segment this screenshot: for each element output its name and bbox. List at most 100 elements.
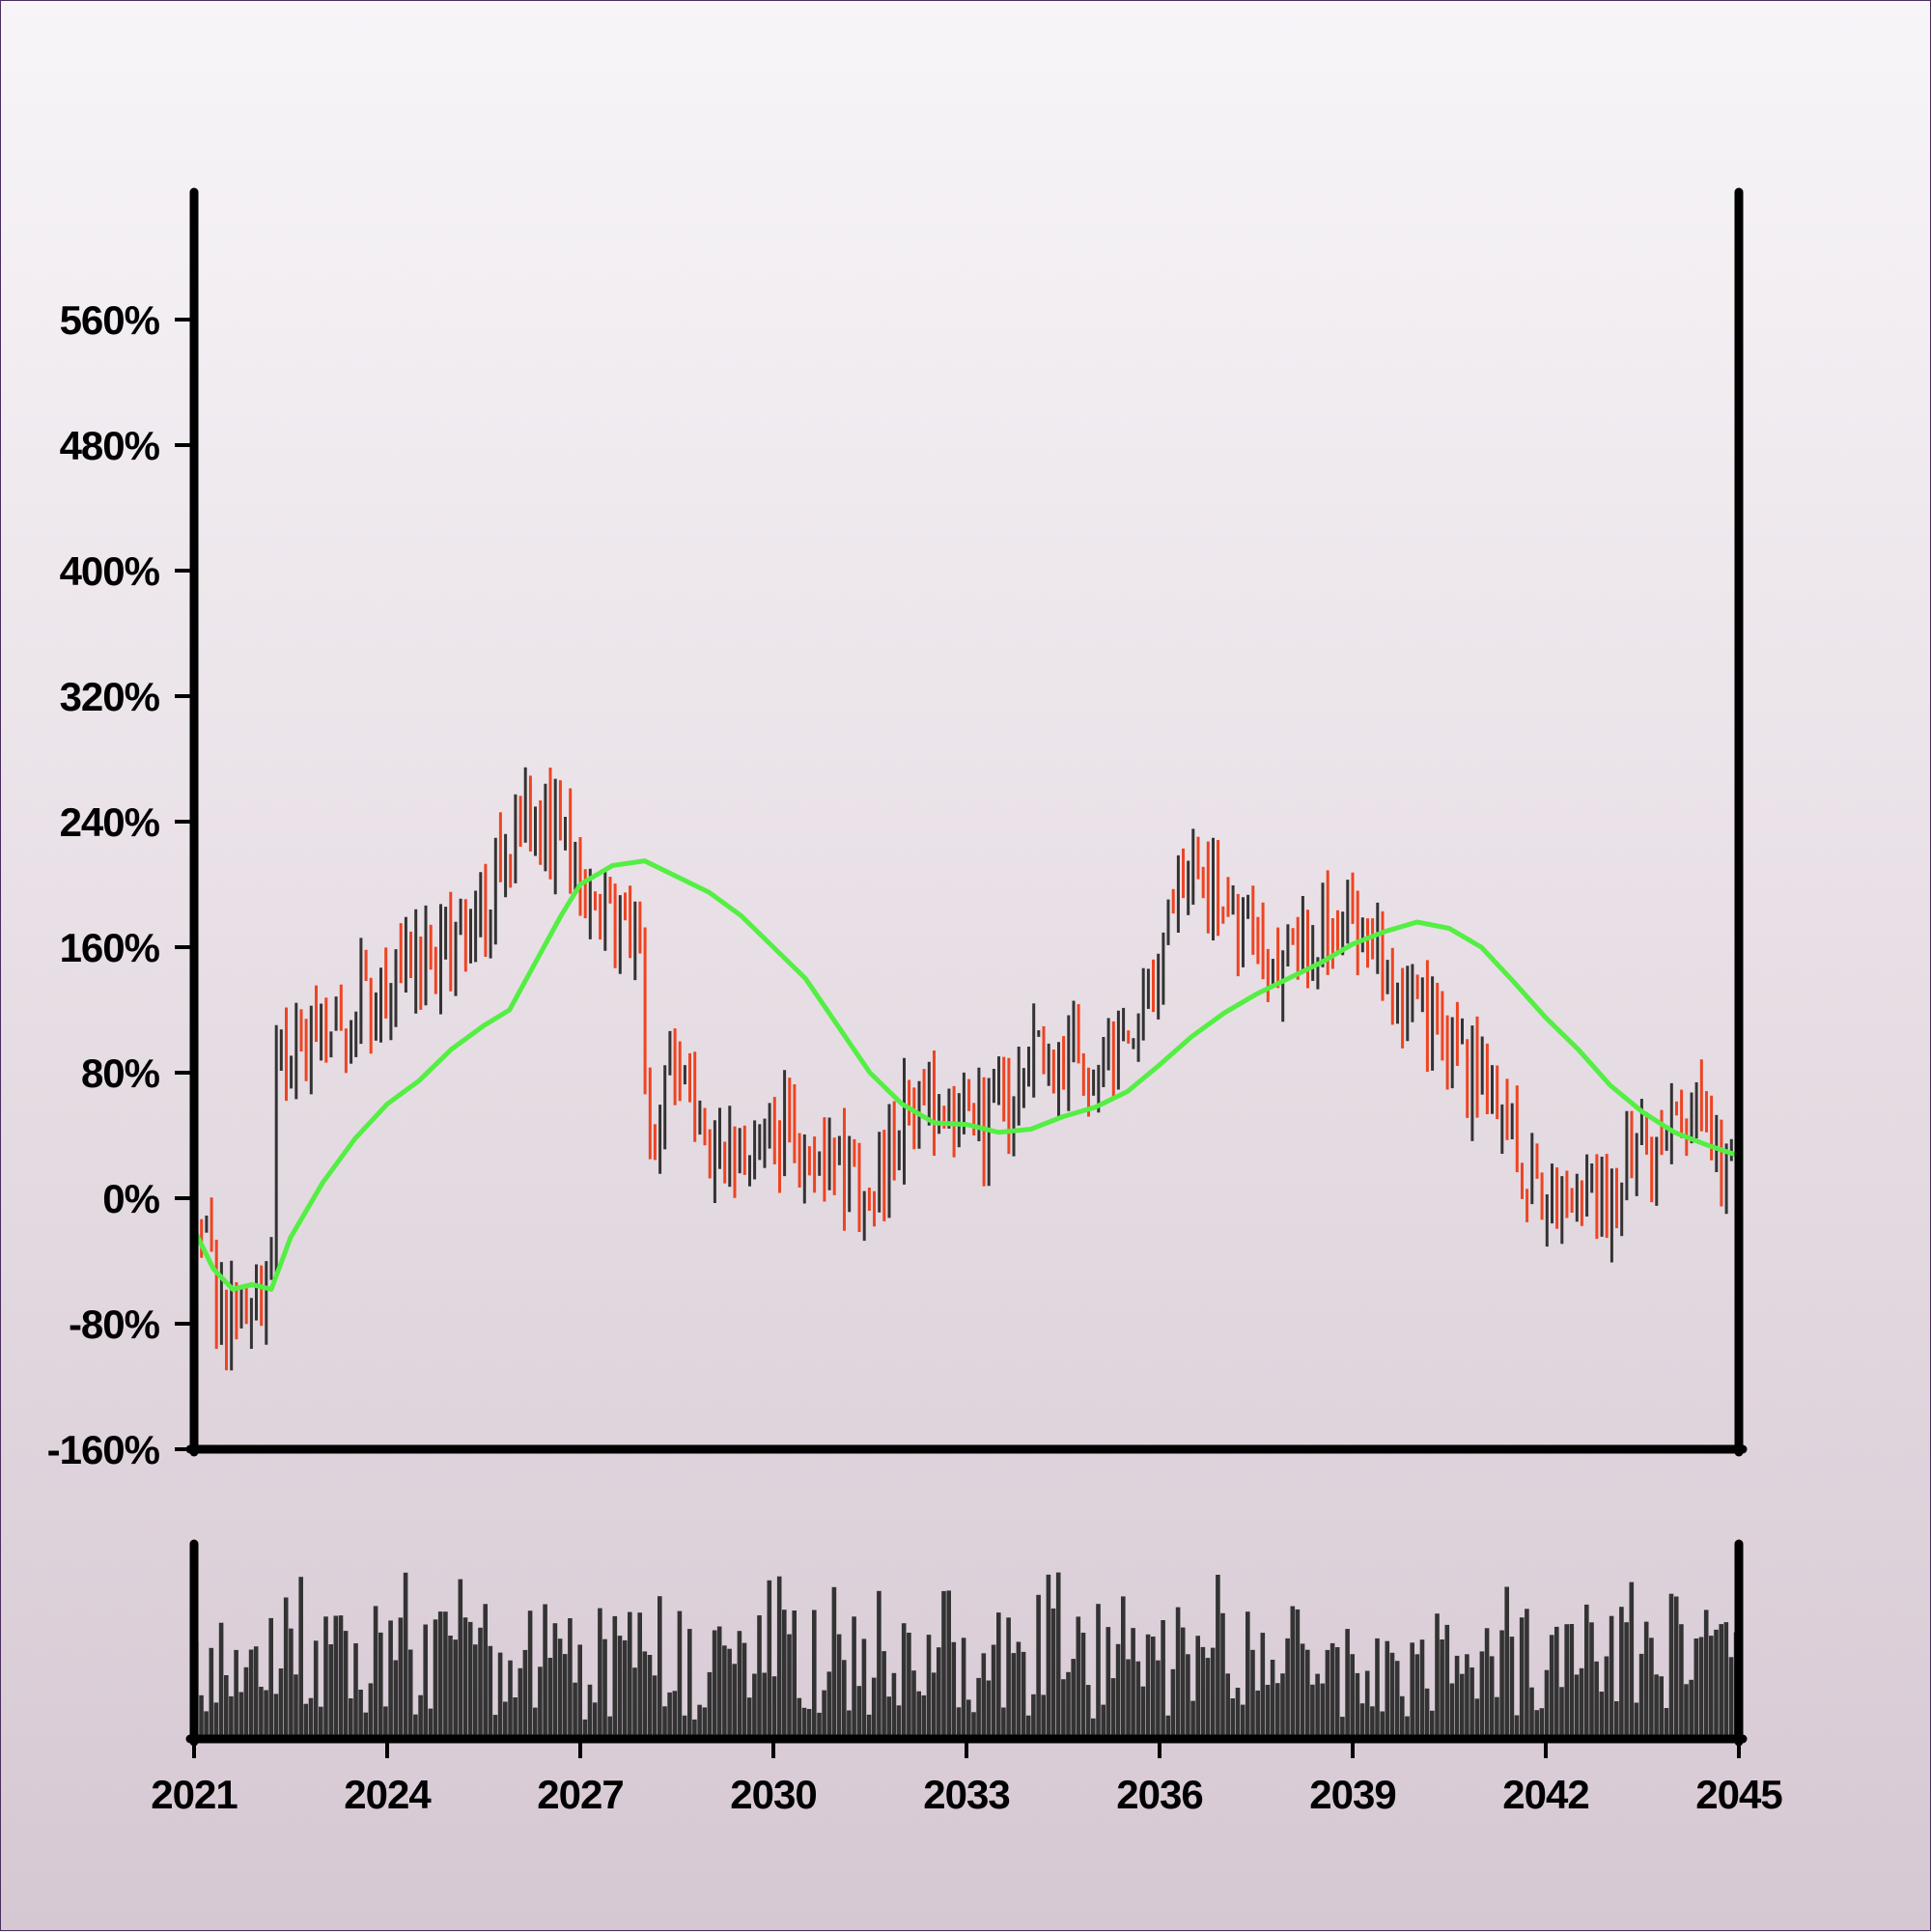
volume-bar <box>338 1615 344 1739</box>
volume-bar <box>328 1644 333 1739</box>
volume-bar <box>1594 1661 1599 1739</box>
volume-bar <box>1225 1673 1230 1739</box>
volume-bar <box>1684 1684 1689 1739</box>
volume-bar <box>413 1714 418 1739</box>
volume-bar <box>1719 1624 1723 1739</box>
x-tick-label: 2033 <box>923 1772 1009 1817</box>
volume-bar <box>1145 1634 1151 1739</box>
volume-bar <box>383 1706 388 1739</box>
volume-bar <box>1021 1651 1026 1739</box>
volume-bar <box>1609 1615 1614 1739</box>
volume-bar <box>866 1714 872 1739</box>
volume-bar <box>1469 1667 1474 1739</box>
volume-bar <box>1115 1643 1121 1739</box>
volume-bar <box>562 1654 568 1739</box>
volume-bar <box>1275 1683 1280 1739</box>
volume-bar <box>1440 1639 1444 1739</box>
volume-bar <box>1619 1607 1624 1739</box>
volume-bar <box>1525 1609 1529 1739</box>
volume-bar <box>1414 1654 1420 1739</box>
volume-bar <box>398 1617 404 1739</box>
volume-bar <box>467 1621 473 1739</box>
volume-bar <box>478 1627 483 1739</box>
volume-bar <box>1668 1593 1674 1739</box>
volume-bar <box>388 1620 393 1739</box>
volume-bar <box>956 1707 962 1739</box>
x-tick-label: 2045 <box>1695 1772 1782 1817</box>
volume-bar <box>1614 1701 1619 1739</box>
volume-bar <box>1394 1661 1400 1739</box>
volume-bar <box>209 1647 214 1739</box>
volume-bar <box>1001 1707 1006 1739</box>
volume-bar <box>1255 1690 1260 1739</box>
volume-bar <box>792 1610 797 1739</box>
volume-bar <box>353 1643 358 1739</box>
volume-bar <box>712 1630 717 1739</box>
volume-bar <box>787 1634 792 1739</box>
volume-bar <box>1689 1679 1693 1739</box>
volume-bar <box>677 1610 683 1739</box>
volume-bar <box>1504 1586 1509 1739</box>
volume-bar <box>1484 1628 1490 1739</box>
volume-bar <box>1260 1633 1266 1739</box>
volume-bar <box>518 1667 523 1739</box>
volume-bar <box>1589 1622 1594 1739</box>
volume-bar <box>1091 1718 1096 1739</box>
price-bars <box>195 767 1738 1371</box>
volume-bar <box>617 1636 623 1739</box>
volume-bar <box>592 1702 598 1739</box>
volume-bar <box>907 1633 911 1739</box>
volume-bar <box>313 1640 319 1739</box>
volume-bar <box>882 1651 886 1739</box>
volume-bar <box>1205 1658 1211 1739</box>
volume-bar <box>433 1619 438 1739</box>
volume-bar <box>1559 1687 1564 1739</box>
volume-bar <box>1101 1704 1105 1739</box>
volume-bar <box>522 1649 528 1739</box>
volume-bar <box>418 1694 423 1739</box>
volume-bar <box>497 1652 503 1739</box>
volume-bar <box>538 1666 543 1739</box>
volume-bar <box>996 1612 1001 1739</box>
y-tick-label: 480% <box>60 423 160 468</box>
volume-bar <box>483 1604 488 1739</box>
volume-bar <box>403 1572 408 1739</box>
volume-bar <box>842 1660 847 1739</box>
volume-bar <box>218 1622 224 1739</box>
volume-bar <box>308 1697 314 1739</box>
y-axis-ticks: -160% -80% 0% 80% 160% 240% 320% 400% 480% 560% <box>47 297 190 1472</box>
volume-bar <box>776 1576 782 1739</box>
y-tick-label: 0% <box>102 1176 159 1221</box>
volume-bar <box>1624 1622 1629 1739</box>
volume-bar <box>1105 1627 1111 1739</box>
volume-bar <box>806 1709 812 1739</box>
volume-bar <box>1544 1669 1550 1739</box>
volume-bar <box>687 1629 692 1739</box>
volume-bar <box>213 1702 219 1739</box>
volume-bar <box>1334 1647 1340 1739</box>
x-tick-label: 2030 <box>730 1772 816 1817</box>
volume-bar <box>407 1649 413 1739</box>
volume-bar <box>1085 1685 1091 1739</box>
volume-bar <box>1240 1704 1245 1739</box>
volume-bar <box>877 1590 882 1739</box>
volume-bar <box>1161 1620 1165 1739</box>
volume-bar <box>393 1660 399 1739</box>
volume-bar <box>289 1628 294 1739</box>
volume-bar <box>637 1612 642 1739</box>
volume-bar <box>1634 1702 1639 1739</box>
volume-bar <box>1280 1673 1285 1739</box>
volume-bar <box>1554 1626 1559 1739</box>
volume-bar <box>552 1623 558 1739</box>
volume-bar <box>1673 1596 1679 1739</box>
volume-bar <box>533 1707 538 1739</box>
volume-bar <box>527 1610 533 1739</box>
volume-bar <box>941 1590 946 1739</box>
volume-bar <box>1305 1649 1310 1739</box>
volume-bar <box>1419 1639 1425 1739</box>
x-tick-label: 2042 <box>1502 1772 1588 1817</box>
volume-bar <box>1235 1688 1241 1739</box>
volume-bar <box>1036 1594 1041 1739</box>
volume-bar <box>1643 1621 1649 1739</box>
volume-bar <box>199 1694 204 1739</box>
